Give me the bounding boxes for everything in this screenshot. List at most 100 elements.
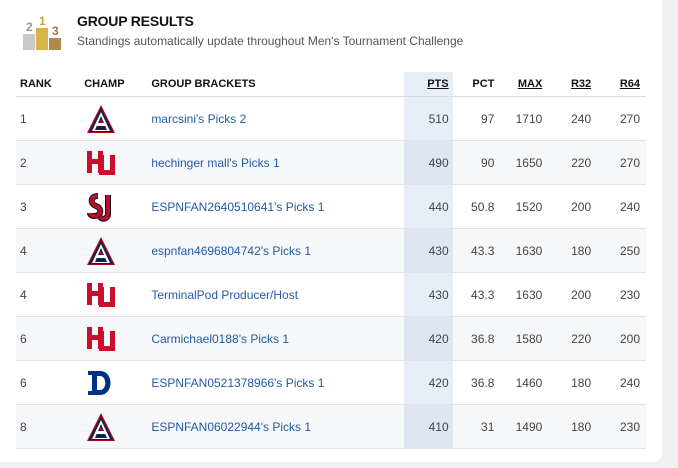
max-cell: 1630 (498, 272, 547, 317)
r64-cell: 270 (595, 140, 646, 185)
champ-cell (80, 228, 148, 273)
r64-cell: 240 (595, 360, 646, 405)
pts-cell: 490 (403, 140, 453, 185)
pts-cell: 510 (403, 96, 453, 141)
rank-cell: 2 (16, 140, 81, 185)
champ-cell (80, 404, 148, 449)
table-row[interactable]: 3 ESPNFAN2640510641's Picks 1 440 50.8 1520 2… (16, 184, 646, 229)
r32-cell: 200 (546, 184, 596, 229)
group-results-card: 2 1 3 GROUP RESULTS Standings automatica… (0, 0, 662, 462)
pct-cell: 43.3 (452, 228, 499, 273)
r64-cell: 250 (595, 228, 646, 273)
standings-table: RANK CHAMP GROUP BRACKETS PTS PCT MAX R3… (16, 72, 646, 449)
pct-cell: 36.8 (452, 360, 499, 405)
r32-cell: 180 (546, 228, 596, 273)
houston-logo-icon (87, 150, 116, 175)
r64-sort-label[interactable]: R64 (619, 78, 640, 90)
pct-cell: 36.8 (452, 316, 499, 361)
rank-cell: 6 (16, 316, 81, 361)
bracket-name-link[interactable]: Carmichael0188's Picks 1 (147, 316, 404, 361)
column-header-champ: CHAMP (80, 72, 148, 97)
champ-cell (80, 96, 148, 141)
r32-cell: 220 (546, 140, 596, 185)
bracket-name-link[interactable]: hechinger mall's Picks 1 (147, 140, 404, 185)
bracket-name-link[interactable]: espnfan4696804742's Picks 1 (147, 228, 404, 273)
pts-cell: 420 (403, 360, 453, 405)
r64-cell: 230 (595, 404, 646, 449)
pts-cell: 430 (403, 272, 453, 317)
table-header-row: RANK CHAMP GROUP BRACKETS PTS PCT MAX R3… (16, 72, 646, 97)
r64-cell: 230 (595, 272, 646, 317)
r32-cell: 180 (546, 360, 596, 405)
bracket-name-link[interactable]: ESPNFAN0521378966's Picks 1 (147, 360, 404, 405)
houston-logo-icon (87, 326, 116, 351)
pts-cell: 430 (403, 228, 453, 273)
table-row[interactable]: 6 ESPNFAN0521378966's Picks 1 420 36.8 1460 1… (16, 360, 646, 405)
champ-cell (80, 360, 148, 405)
max-cell: 1650 (498, 140, 547, 185)
podium-icon: 2 1 3 (23, 14, 61, 50)
page-title: GROUP RESULTS (77, 13, 194, 29)
column-header-max[interactable]: MAX (498, 72, 547, 97)
pct-cell: 31 (452, 404, 499, 449)
column-header-r32[interactable]: R32 (546, 72, 596, 97)
max-cell: 1630 (498, 228, 547, 273)
r32-cell: 180 (546, 404, 596, 449)
table-row[interactable]: 8 ESPNFAN06022944's Picks 1 410 31 1490 180 23… (16, 404, 646, 449)
max-cell: 1490 (498, 404, 547, 449)
r32-cell: 220 (546, 316, 596, 361)
rank-cell: 8 (16, 404, 81, 449)
max-cell: 1520 (498, 184, 547, 229)
champ-cell (80, 184, 148, 229)
column-header-group-brackets: GROUP BRACKETS (147, 72, 404, 97)
arizona-logo-icon (87, 104, 116, 133)
r64-cell: 270 (595, 96, 646, 141)
pts-cell: 440 (403, 184, 453, 229)
rank-cell: 6 (16, 360, 81, 405)
r32-cell: 200 (546, 272, 596, 317)
duke-logo-icon (88, 370, 111, 395)
r64-cell: 200 (595, 316, 646, 361)
table-row[interactable]: 4 espnfan4696804742's Picks 1 430 43.3 1630 1… (16, 228, 646, 273)
r64-cell: 240 (595, 184, 646, 229)
svg-text:3: 3 (52, 24, 59, 38)
bracket-name-link[interactable]: marcsini's Picks 2 (147, 96, 404, 141)
rank-cell: 4 (16, 228, 81, 273)
max-cell: 1580 (498, 316, 547, 361)
bracket-name-link[interactable]: ESPNFAN06022944's Picks 1 (147, 404, 404, 449)
arizona-logo-icon (87, 412, 116, 441)
bracket-name-link[interactable]: TerminalPod Producer/Host (147, 272, 404, 317)
pts-cell: 410 (403, 404, 453, 449)
pct-cell: 50.8 (452, 184, 499, 229)
rank-cell: 4 (16, 272, 81, 317)
table-row[interactable]: 4 TerminalPod Producer/Host 430 43.3 1630 200… (16, 272, 646, 317)
rank-cell: 1 (16, 96, 81, 141)
max-sort-label[interactable]: MAX (517, 78, 543, 90)
table-row[interactable]: 1 marcsini's Picks 2 510 97 1710 240 270 (16, 96, 646, 141)
r32-sort-label[interactable]: R32 (570, 78, 592, 90)
bracket-name-link[interactable]: ESPNFAN2640510641's Picks 1 (147, 184, 404, 229)
pct-cell: 43.3 (452, 272, 499, 317)
champ-cell (80, 272, 148, 317)
houston-logo-icon (87, 282, 116, 307)
table-row[interactable]: 2 hechinger mall's Picks 1 490 90 1650 220 270 (16, 140, 646, 185)
max-cell: 1710 (498, 96, 547, 141)
arizona-logo-icon (87, 236, 116, 265)
pct-cell: 97 (452, 96, 499, 141)
max-cell: 1460 (498, 360, 547, 405)
pct-cell: 90 (452, 140, 499, 185)
pts-cell: 420 (403, 316, 453, 361)
page-subtitle: Standings automatically update throughou… (77, 34, 464, 48)
r32-cell: 240 (546, 96, 596, 141)
column-header-pct: PCT (452, 72, 499, 97)
pts-sort-label[interactable]: PTS (427, 78, 449, 90)
column-header-rank: RANK (16, 72, 81, 97)
column-header-r64[interactable]: R64 (595, 72, 646, 97)
column-header-pts[interactable]: PTS (403, 72, 453, 97)
champ-cell (80, 316, 148, 361)
table-row[interactable]: 6 Carmichael0188's Picks 1 420 36.8 1580 220 2… (16, 316, 646, 361)
st-johns-logo-icon (87, 192, 112, 222)
svg-text:2: 2 (26, 20, 33, 34)
group-results-header: 2 1 3 GROUP RESULTS Standings automatica… (22, 12, 642, 52)
svg-text:1: 1 (39, 14, 46, 28)
